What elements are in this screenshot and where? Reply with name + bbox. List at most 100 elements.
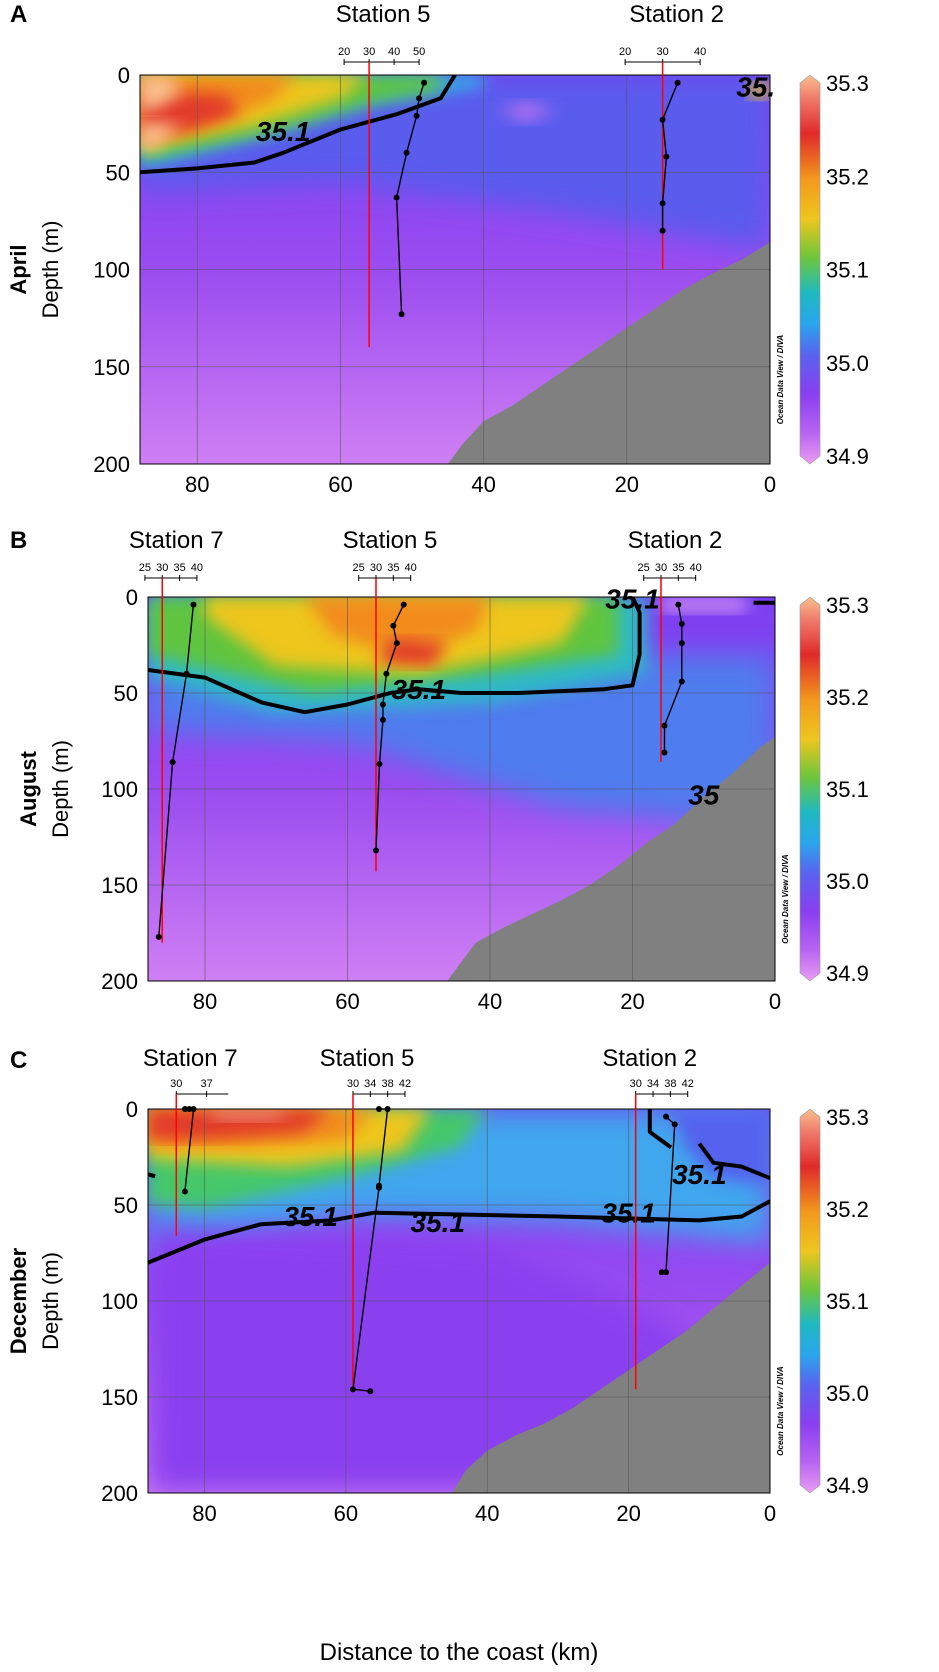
month-label: April <box>6 244 31 294</box>
plot-frame <box>147 1108 771 1494</box>
profile-tick-label: 42 <box>682 1078 694 1090</box>
profile-tick-label: 37 <box>200 1078 212 1090</box>
x-tick-label: 0 <box>764 1501 776 1526</box>
station-label: Station 2 <box>629 1 724 28</box>
profile-point <box>678 620 685 627</box>
y-axis-title: Depth (m) <box>48 740 73 838</box>
x-tick-label: 20 <box>615 472 639 497</box>
y-tick-label: 200 <box>101 1481 138 1506</box>
profile-point <box>375 1106 382 1112</box>
profile-point <box>421 79 428 86</box>
profile-point <box>155 933 162 940</box>
seafloor-land <box>451 1262 770 1493</box>
station-label: Station 5 <box>336 1 431 28</box>
y-tick-label: 50 <box>106 160 130 185</box>
profile-tick-label: 30 <box>347 1078 359 1090</box>
month-label: December <box>6 1247 31 1354</box>
profile-point <box>367 1388 374 1395</box>
station-label: Station 5 <box>320 1045 415 1072</box>
profile-tick-label: 40 <box>191 562 203 574</box>
profile-point <box>659 200 666 207</box>
y-tick-label: 50 <box>114 1193 138 1218</box>
colorbar-tick-label: 35.1 <box>826 777 869 802</box>
profile-point <box>674 79 681 86</box>
station-label: Station 2 <box>628 527 723 554</box>
odv-watermark: Ocean Data View / DIVA <box>781 854 790 944</box>
coastal-high <box>748 82 770 99</box>
odv-watermark: Ocean Data View / DIVA <box>776 1366 785 1456</box>
profile-point <box>393 194 400 201</box>
contour-35-1 <box>148 1172 156 1179</box>
y-axis-title: Depth (m) <box>38 221 63 319</box>
odv-watermark: Ocean Data View / DIVA <box>776 335 785 425</box>
y-tick-label: 150 <box>101 873 138 898</box>
month-label: August <box>16 750 41 826</box>
x-tick-label: 60 <box>334 1501 358 1526</box>
profile-tick-label: 25 <box>139 562 151 574</box>
contour-label: 35. <box>736 71 775 102</box>
x-tick-label: 40 <box>478 989 502 1014</box>
profile-tick-label: 35 <box>387 562 399 574</box>
station-station-2: Station 2 30 34 38 42 <box>602 1045 697 1390</box>
salinity-field <box>148 1109 770 1493</box>
profile-point <box>659 227 666 234</box>
x-tick-label: 60 <box>328 472 352 497</box>
profile-tick-label: 30 <box>656 46 668 58</box>
contour-35-1 <box>697 1142 770 1180</box>
y-tick-label: 100 <box>101 1289 138 1314</box>
colorbar-tick-label: 34.9 <box>826 444 869 469</box>
station-label: Station 7 <box>129 527 224 554</box>
seafloor-land <box>447 242 770 464</box>
profile-point <box>181 1188 188 1195</box>
profile-tick-label: 50 <box>413 46 425 58</box>
profile-tick-label: 38 <box>664 1078 676 1090</box>
profile-tick-label: 30 <box>363 46 375 58</box>
station-station-7: Station 7 30 37 <box>143 1045 238 1236</box>
y-tick-label: 200 <box>93 452 130 477</box>
colorbar-tick-label: 35.3 <box>826 593 869 618</box>
y-axis-title: Depth (m) <box>38 1252 63 1350</box>
station-station-2: Station 2 25 30 35 40 <box>628 527 723 763</box>
colorbar-tick-label: 35.0 <box>826 1381 869 1406</box>
y-tick-label: 50 <box>114 681 138 706</box>
colorbar <box>799 74 821 465</box>
contour-label: 35 <box>688 779 720 810</box>
profile-point <box>393 640 400 647</box>
y-tick-label: 150 <box>101 1385 138 1410</box>
profile-point <box>663 153 670 160</box>
profile-tick-label: 40 <box>690 562 702 574</box>
surface-layer-peach-2 <box>140 121 183 153</box>
profile-point <box>663 1269 670 1276</box>
profile-point <box>400 601 407 608</box>
x-tick-label: 40 <box>471 472 495 497</box>
profile-point <box>661 722 668 729</box>
profile-point <box>658 1269 665 1276</box>
station-label: Station 7 <box>143 1045 238 1072</box>
profile-point <box>379 716 386 723</box>
station-label: Station 2 <box>602 1045 697 1072</box>
profile-point <box>678 640 685 647</box>
y-tick-label: 200 <box>101 969 138 994</box>
colorbar-tick-label: 35.1 <box>826 258 869 283</box>
y-tick-label: 100 <box>93 258 130 283</box>
profile-point <box>190 601 197 608</box>
profile-tick-label: 34 <box>647 1078 659 1090</box>
profile-point <box>186 1106 193 1112</box>
surface-layer-peach <box>140 75 183 110</box>
contour-label: 35.1 <box>601 1197 656 1228</box>
profile-tick-label: 30 <box>655 562 667 574</box>
profile-point <box>661 749 668 756</box>
colorbar-tick-label: 35.1 <box>826 1289 869 1314</box>
x-tick-label: 60 <box>335 989 359 1014</box>
profile-tick-label: 38 <box>382 1078 394 1090</box>
contour-label: 35.1 <box>605 584 660 615</box>
colorbar-tick-label: 34.9 <box>826 961 869 986</box>
profile-point <box>349 1386 356 1393</box>
profile-tick-label: 40 <box>694 46 706 58</box>
y-tick-label: 100 <box>101 777 138 802</box>
coastal-low <box>661 597 747 613</box>
x-tick-label: 20 <box>620 989 644 1014</box>
